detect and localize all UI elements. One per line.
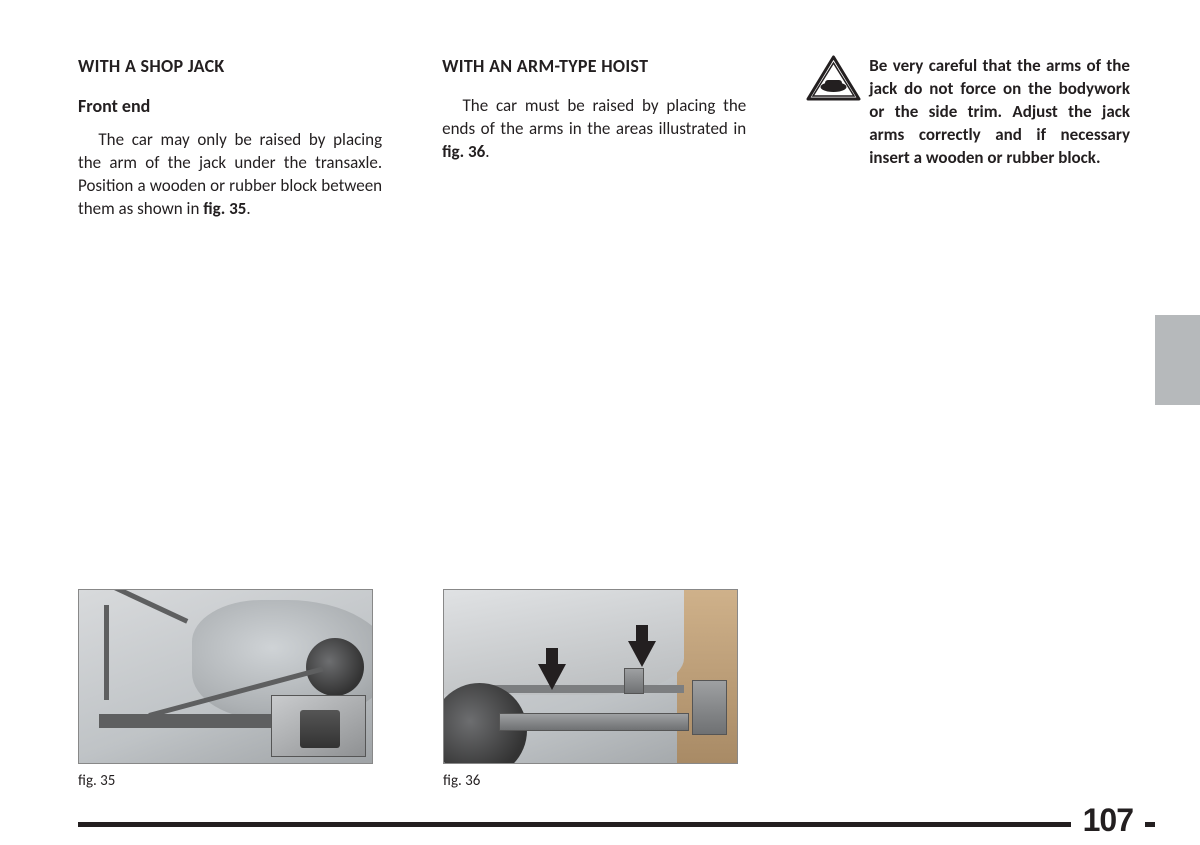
heading-arm-hoist: WITH AN ARM-TYPE HOIST [442, 55, 746, 77]
section-tab [1155, 315, 1200, 405]
figure-36-code: P5S00708m [737, 590, 738, 764]
figures-row: P5S00707m fig. 35 P5S00708m fig. 36 [78, 589, 753, 790]
figref-36: fig. 36 [442, 141, 485, 162]
body-shop-jack: The car may only be raised by placing th… [78, 129, 382, 221]
figure-36-block: P5S00708m fig. 36 [443, 589, 753, 790]
subheading-front-end: Front end [78, 95, 382, 117]
warning-block: Be very careful that the arms of the jac… [806, 55, 1130, 170]
body-arm-hoist: The car must be raised by placing the en… [442, 95, 746, 164]
page-number: 107 [1071, 802, 1145, 839]
period-1: . [246, 198, 250, 219]
warning-triangle-icon [806, 55, 861, 103]
column-shop-jack: WITH A SHOP JACK Front end The car may o… [78, 55, 382, 221]
heading-shop-jack: WITH A SHOP JACK [78, 55, 382, 77]
figure-36-image: P5S00708m [443, 589, 738, 764]
figure-35-caption: fig. 35 [78, 772, 388, 790]
content-columns: WITH A SHOP JACK Front end The car may o… [78, 55, 1130, 221]
figure-35-code: P5S00707m [372, 590, 373, 764]
figure-35-image: P5S00707m [78, 589, 373, 764]
body-arm-hoist-text: The car must be raised by placing the en… [442, 95, 746, 139]
period-2: . [485, 141, 489, 162]
warning-text: Be very careful that the arms of the jac… [869, 55, 1130, 170]
footer-rule [78, 822, 1155, 827]
figref-35: fig. 35 [203, 198, 246, 219]
figure-36-caption: fig. 36 [443, 772, 753, 790]
column-arm-hoist: WITH AN ARM-TYPE HOIST The car must be r… [442, 55, 746, 221]
column-warning: Be very careful that the arms of the jac… [806, 55, 1130, 221]
figure-35-block: P5S00707m fig. 35 [78, 589, 388, 790]
